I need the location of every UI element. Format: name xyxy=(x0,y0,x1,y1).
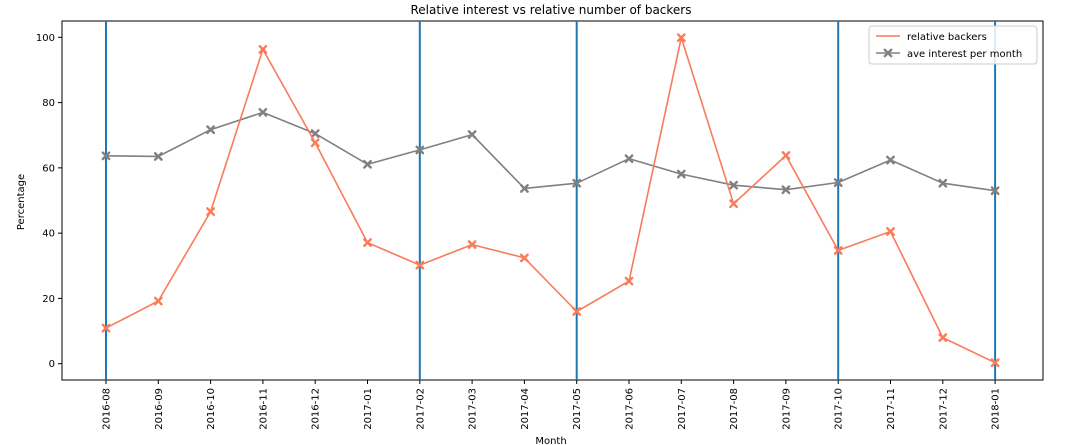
x-tick-label: 2017-11 xyxy=(886,388,897,430)
x-tick-label: 2017-01 xyxy=(363,388,374,430)
x-tick-label: 2017-10 xyxy=(834,388,845,430)
data-point-relative-backers xyxy=(990,358,1000,368)
legend-label-relative-backers: relative backers xyxy=(907,32,987,43)
data-point-relative-backers xyxy=(101,323,111,333)
data-point-ave-interest-per-month xyxy=(676,169,686,179)
legend: relative backers ave interest per month xyxy=(868,25,1038,65)
x-tick-label: 2017-05 xyxy=(572,388,583,430)
plot-area xyxy=(61,20,1044,381)
data-point-relative-backers xyxy=(833,246,843,255)
data-point-ave-interest-per-month xyxy=(781,185,791,195)
x-tick-label: 2017-12 xyxy=(938,388,949,430)
data-point-relative-backers xyxy=(624,276,634,286)
data-point-relative-backers xyxy=(310,138,320,148)
x-tick-label: 2017-04 xyxy=(520,388,531,430)
legend-marker-ave-interest xyxy=(883,48,893,58)
series-relative-backers xyxy=(101,33,1000,368)
data-point-relative-backers xyxy=(467,240,477,249)
data-point-relative-backers xyxy=(729,199,738,209)
data-point-relative-backers xyxy=(363,238,372,248)
y-tick-label: 20 xyxy=(42,294,55,305)
data-point-relative-backers xyxy=(781,151,791,160)
plot-frame xyxy=(61,20,1044,381)
legend-x-marker xyxy=(883,48,893,58)
chart-title: Relative interest vs relative number of … xyxy=(411,3,692,17)
data-point-ave-interest-per-month xyxy=(258,107,268,117)
data-point-ave-interest-per-month xyxy=(886,155,895,165)
data-point-ave-interest-per-month xyxy=(572,178,582,188)
y-tick-label: 100 xyxy=(36,33,55,44)
data-point-relative-backers xyxy=(258,44,268,54)
data-point-relative-backers xyxy=(938,333,948,342)
data-point-ave-interest-per-month xyxy=(153,152,163,161)
x-tick-label: 2017-06 xyxy=(625,388,636,430)
data-point-relative-backers xyxy=(415,260,425,270)
legend-box xyxy=(868,25,1038,65)
y-tick-label: 60 xyxy=(42,163,55,174)
x-tick-label: 2017-08 xyxy=(729,388,740,430)
x-axis: 2016-08 2016-09 2016-10 2016-11 2016-12 2017-… xyxy=(102,380,1002,430)
data-point-ave-interest-per-month xyxy=(520,184,529,193)
x-tick-label: 2017-03 xyxy=(468,388,479,430)
data-point-relative-backers xyxy=(886,227,895,236)
y-tick-label: 40 xyxy=(42,229,55,240)
x-axis-label: Month xyxy=(535,436,566,445)
data-point-ave-interest-per-month xyxy=(833,178,843,187)
data-point-ave-interest-per-month xyxy=(467,130,477,139)
data-point-relative-backers xyxy=(520,253,529,263)
data-point-ave-interest-per-month xyxy=(206,125,216,135)
data-point-relative-backers xyxy=(153,296,163,306)
vertical-marker-lines xyxy=(105,21,997,380)
series-layer xyxy=(101,33,1000,368)
y-axis: 0 20 40 60 80 100 xyxy=(36,33,62,370)
x-tick-label: 2017-09 xyxy=(781,388,792,430)
data-point-relative-backers xyxy=(206,207,216,216)
x-tick-label: 2018-01 xyxy=(991,388,1002,430)
data-point-ave-interest-per-month xyxy=(363,159,372,169)
data-point-relative-backers xyxy=(572,307,582,316)
legend-label-ave-interest: ave interest per month xyxy=(907,49,1022,60)
x-tick-label: 2016-12 xyxy=(311,388,322,430)
data-point-relative-backers xyxy=(676,33,686,43)
series-ave-interest-per-month xyxy=(101,107,1000,196)
series-line-ave-interest-per-month xyxy=(105,111,996,192)
data-point-ave-interest-per-month xyxy=(729,180,738,190)
x-tick-label: 2017-02 xyxy=(415,388,426,430)
data-point-ave-interest-per-month xyxy=(624,154,634,164)
data-point-ave-interest-per-month xyxy=(990,186,1000,196)
x-tick-label: 2016-08 xyxy=(102,388,113,430)
x-tick-label: 2016-10 xyxy=(206,388,217,430)
series-line-relative-backers xyxy=(105,36,996,364)
data-point-ave-interest-per-month xyxy=(415,145,425,155)
data-point-ave-interest-per-month xyxy=(101,151,111,161)
x-tick-label: 2017-07 xyxy=(677,388,688,430)
x-tick-label: 2016-09 xyxy=(154,388,165,430)
x-tick-label: 2016-11 xyxy=(258,388,269,430)
y-tick-label: 80 xyxy=(42,98,55,109)
data-point-ave-interest-per-month xyxy=(938,178,948,188)
y-tick-label: 0 xyxy=(49,359,55,370)
data-point-ave-interest-per-month xyxy=(310,129,320,138)
y-axis-label: Percentage xyxy=(16,174,27,230)
